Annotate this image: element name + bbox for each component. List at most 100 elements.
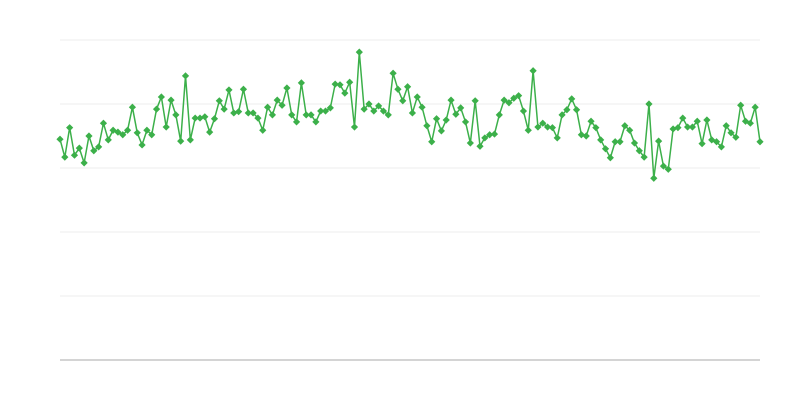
marker <box>365 100 373 108</box>
marker <box>143 126 151 134</box>
marker <box>432 115 441 123</box>
marker <box>326 104 334 112</box>
marker <box>466 139 474 147</box>
marker <box>206 128 214 136</box>
marker <box>737 101 745 109</box>
marker <box>645 100 653 108</box>
marker <box>635 147 643 155</box>
marker <box>360 105 368 113</box>
marker <box>703 116 711 124</box>
marker <box>505 99 513 107</box>
marker <box>611 138 619 146</box>
marker <box>500 96 508 104</box>
marker <box>61 153 69 161</box>
marker <box>741 117 750 125</box>
marker <box>447 96 455 104</box>
marker <box>273 96 281 104</box>
marker <box>191 114 199 122</box>
marker <box>558 111 566 119</box>
marker <box>403 83 412 91</box>
marker <box>674 124 682 132</box>
marker <box>66 124 74 132</box>
marker <box>331 80 339 88</box>
marker <box>177 137 185 145</box>
marker <box>350 123 359 131</box>
marker <box>341 89 349 97</box>
marker <box>524 126 532 134</box>
marker <box>413 93 421 101</box>
marker <box>70 151 79 159</box>
marker <box>693 117 701 125</box>
marker <box>563 106 571 114</box>
marker <box>336 81 344 89</box>
marker <box>123 126 132 134</box>
marker <box>157 93 165 101</box>
marker <box>650 174 658 182</box>
marker <box>201 113 209 121</box>
marker <box>389 69 397 77</box>
marker <box>437 127 445 135</box>
marker <box>582 132 590 140</box>
marker <box>418 103 426 111</box>
line <box>59 52 761 179</box>
marker <box>519 107 528 115</box>
marker <box>471 97 479 105</box>
marker <box>452 110 460 118</box>
marker <box>239 85 248 93</box>
marker <box>601 145 610 153</box>
marker <box>99 119 108 127</box>
marker <box>722 122 730 130</box>
marker <box>90 147 98 155</box>
marker <box>490 130 499 138</box>
marker <box>529 67 537 75</box>
marker <box>292 118 301 126</box>
marker <box>640 153 648 161</box>
marker <box>712 138 721 146</box>
marker <box>442 116 450 124</box>
marker <box>283 84 291 92</box>
marker <box>259 126 267 134</box>
marker <box>370 107 378 115</box>
marker <box>85 132 93 140</box>
marker <box>461 118 470 126</box>
marker <box>394 85 402 93</box>
marker <box>346 78 354 86</box>
marker <box>278 101 286 109</box>
marker <box>321 107 330 115</box>
marker <box>152 105 161 113</box>
marker <box>592 124 600 132</box>
marker <box>263 103 272 111</box>
marker <box>119 131 127 139</box>
marker <box>655 137 663 145</box>
marker <box>379 107 388 115</box>
marker <box>312 118 320 126</box>
marker <box>399 97 407 105</box>
marker <box>568 95 576 103</box>
marker <box>75 144 83 152</box>
marker <box>486 131 494 139</box>
marker <box>664 165 672 173</box>
marker <box>235 108 243 116</box>
marker <box>534 123 542 131</box>
marker <box>746 119 754 127</box>
marker <box>133 129 141 137</box>
marker <box>254 114 262 122</box>
marker <box>225 86 233 94</box>
marker <box>167 96 175 104</box>
marker <box>244 109 252 117</box>
marker <box>756 138 764 146</box>
marker <box>297 79 305 87</box>
marker <box>172 111 180 119</box>
marker <box>302 111 310 119</box>
marker <box>220 105 228 113</box>
marker <box>751 103 759 111</box>
marker <box>510 94 518 102</box>
marker <box>408 109 417 117</box>
marker <box>621 122 629 130</box>
marker <box>423 122 431 130</box>
marker <box>553 134 561 142</box>
marker <box>630 139 639 147</box>
marker <box>717 143 725 151</box>
